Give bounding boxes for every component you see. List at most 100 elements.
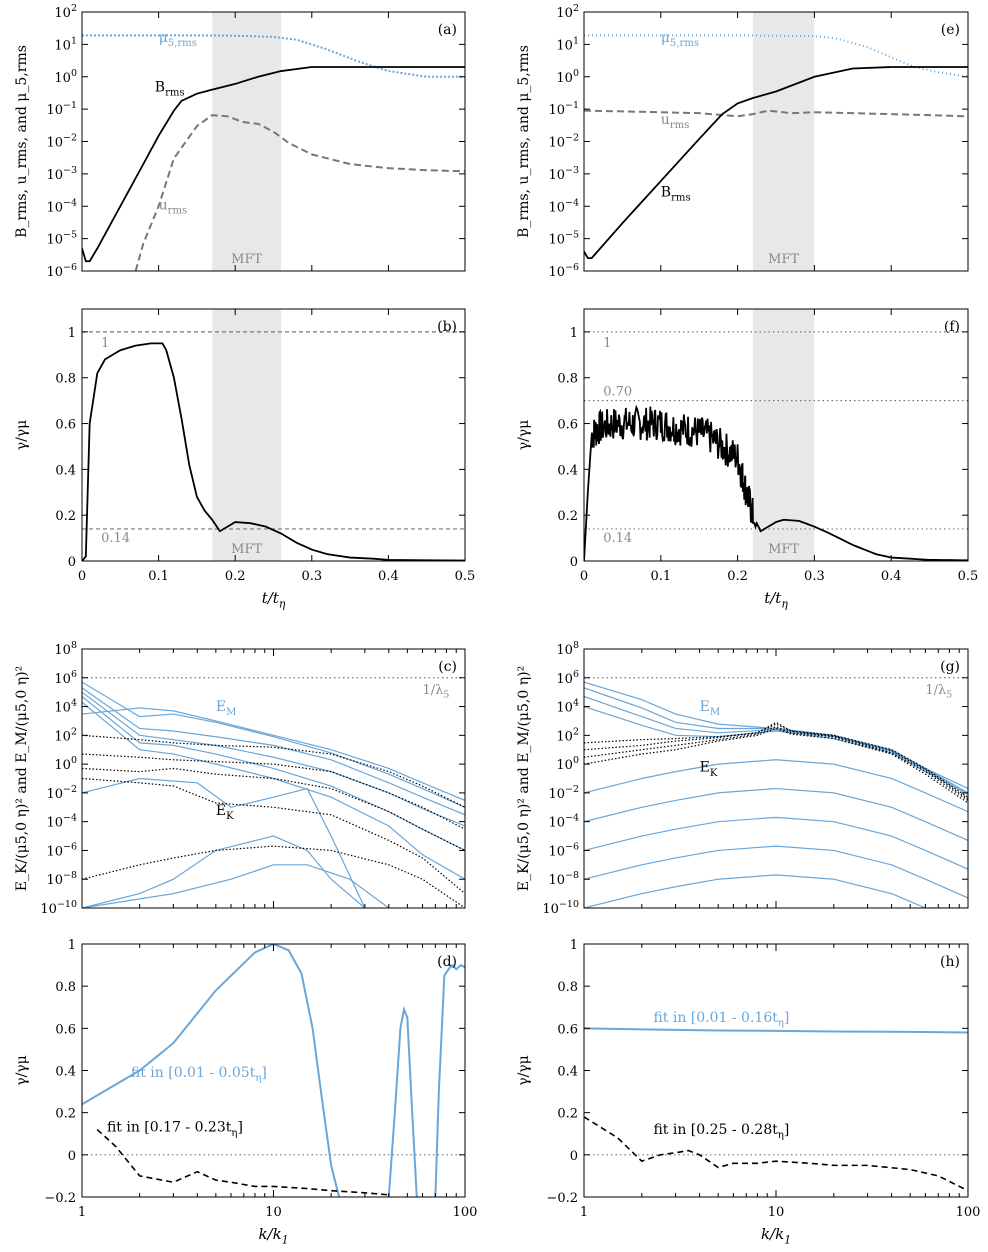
series-line-7 (82, 864, 390, 908)
y-tick-label: 104 (54, 698, 77, 716)
x-tick-label: 1 (78, 1205, 86, 1220)
panel-b: MFT 1 0.14 (b) 0 0.2 0.4 0.6 0.8 1 0 0.1 0.2 0.3 0.4 0.… (14, 308, 475, 611)
series-group (584, 1027, 968, 1192)
series-line-4 (584, 759, 968, 813)
x-axis-ticks: 1 10 100 (78, 944, 478, 1220)
series-line-3 (584, 705, 968, 795)
y-axis-ticks: 10−6 10−5 10−4 10−3 10−2 10−1 100 101 102 (46, 3, 465, 280)
y-tick-label: 108 (54, 640, 77, 658)
y-tick-label: 1 (570, 938, 578, 953)
panel-e: MFT μ5,rms urms Brms (e) 10−6 10−5 10−4 10−3 10−2… (516, 3, 969, 280)
panel-d: fit in [0.01 - 0.05tη] fit in [0.17 - 0.2… (14, 938, 477, 1247)
series-line-1 (584, 687, 968, 794)
y-tick-label: 102 (556, 726, 579, 744)
y-tick-label: 0.2 (557, 509, 578, 524)
x-axis-ticks (81, 649, 466, 908)
series-line-11 (584, 726, 968, 801)
series-line-0 (82, 707, 465, 801)
reference-line-label: 1 (101, 336, 109, 351)
series-line-7 (584, 845, 968, 899)
series-label: Brms (661, 185, 691, 204)
x-axis-label: k/k1 (761, 1225, 791, 1247)
y-tick-label: 0.4 (557, 1065, 578, 1080)
panel-label: (g) (940, 659, 960, 675)
series-line-0 (584, 1027, 968, 1034)
series-line-0 (82, 342, 465, 561)
x-tick-label: 0.2 (727, 569, 748, 584)
annotation-label: EM (700, 699, 721, 718)
reference-line-label: 1/λ5 (423, 683, 450, 701)
series-line-Brms (82, 66, 465, 263)
x-axis-ticks (583, 649, 969, 908)
series-line-urms (134, 114, 465, 271)
y-tick-label: 10−5 (46, 230, 77, 248)
series-line-3 (96, 1128, 389, 1196)
series-line-1 (387, 1005, 418, 1197)
x-tick-label: 100 (453, 1205, 478, 1220)
series-label: μ5,rms (159, 30, 197, 49)
y-tick-label: 10−8 (46, 870, 77, 888)
series-group (584, 34, 968, 260)
panel-label: (h) (940, 954, 960, 970)
y-axis-label: B_rms, u_rms, and μ_5,rms (14, 45, 30, 238)
y-tick-label: 0.6 (557, 418, 578, 433)
annotation-label: EM (216, 699, 237, 718)
reference-line-label: 1/λ5 (925, 683, 952, 701)
x-axis-label: t/tη (262, 589, 286, 611)
y-tick-label: 106 (54, 669, 77, 687)
y-tick-label: 0.2 (55, 1107, 76, 1122)
series-group (82, 944, 465, 1197)
y-tick-label: 10−5 (548, 230, 579, 248)
annotation-label: fit in [0.01 - 0.16tη] (653, 1010, 789, 1029)
annotation-label: fit in [0.17 - 0.23tη] (107, 1120, 243, 1139)
panel-c: 1/λ5EMEK(c)10−1010−810−610−410−210010210… (14, 640, 466, 917)
x-tick-label: 0.4 (881, 569, 902, 584)
y-axis-label: B_rms, u_rms, and μ_5,rms (516, 45, 532, 238)
y-tick-label: 0.6 (55, 418, 76, 433)
y-tick-label: 10−4 (46, 813, 77, 831)
series-group (82, 342, 465, 561)
x-tick-label: 10 (265, 1205, 282, 1220)
y-tick-label: 0 (68, 555, 76, 570)
series-line-4 (82, 696, 465, 851)
annotation-label: fit in [0.25 - 0.28tη] (653, 1122, 789, 1141)
y-tick-label: 0.8 (557, 372, 578, 387)
y-axis-label: γ/γμ (516, 420, 532, 451)
y-tick-label: 10−2 (46, 784, 77, 802)
x-axis-ticks: 0 0.1 0.2 0.3 0.4 0.5 (580, 309, 978, 584)
y-tick-label: 10−8 (548, 870, 579, 888)
series-line-5 (584, 787, 968, 841)
y-tick-label: 101 (556, 35, 579, 53)
y-tick-label: 1 (68, 938, 76, 953)
series-label: μ5,rms (661, 30, 699, 49)
x-axis-ticks: 0 0.1 0.2 0.3 0.4 0.5 (78, 309, 475, 584)
y-tick-label: 1 (570, 326, 578, 341)
series-line-0 (82, 944, 341, 1197)
y-tick-label: 10−2 (46, 133, 77, 151)
mft-label: MFT (768, 542, 799, 557)
x-tick-label: 0.5 (455, 569, 476, 584)
x-axis-label: k/k1 (258, 1225, 288, 1247)
y-tick-label: 0.8 (557, 980, 578, 995)
y-tick-label: 102 (556, 3, 579, 21)
y-tick-label: 10−3 (46, 165, 77, 183)
x-tick-label: 0.5 (958, 569, 979, 584)
series-line-8 (82, 777, 366, 908)
series-line-2 (434, 963, 465, 1197)
y-tick-label: 0.8 (55, 980, 76, 995)
mft-shade (212, 309, 282, 561)
y-tick-label: 10−1 (46, 100, 77, 118)
series-line-1 (82, 681, 465, 808)
x-tick-label: 0.3 (301, 569, 322, 584)
y-tick-label: 0 (570, 1149, 578, 1164)
y-tick-label: 10−4 (548, 813, 579, 831)
y-axis-ticks: 10−10 10−8 10−6 10−4 10−2 100 102 104 106 108 (542, 640, 968, 917)
series-line-13 (82, 845, 465, 908)
mft-shade (212, 12, 282, 271)
series-group (82, 34, 465, 271)
panel-label: (c) (438, 659, 457, 675)
mft-shade (752, 12, 815, 271)
plot-frame (81, 308, 466, 562)
y-tick-label: 10−3 (548, 165, 579, 183)
